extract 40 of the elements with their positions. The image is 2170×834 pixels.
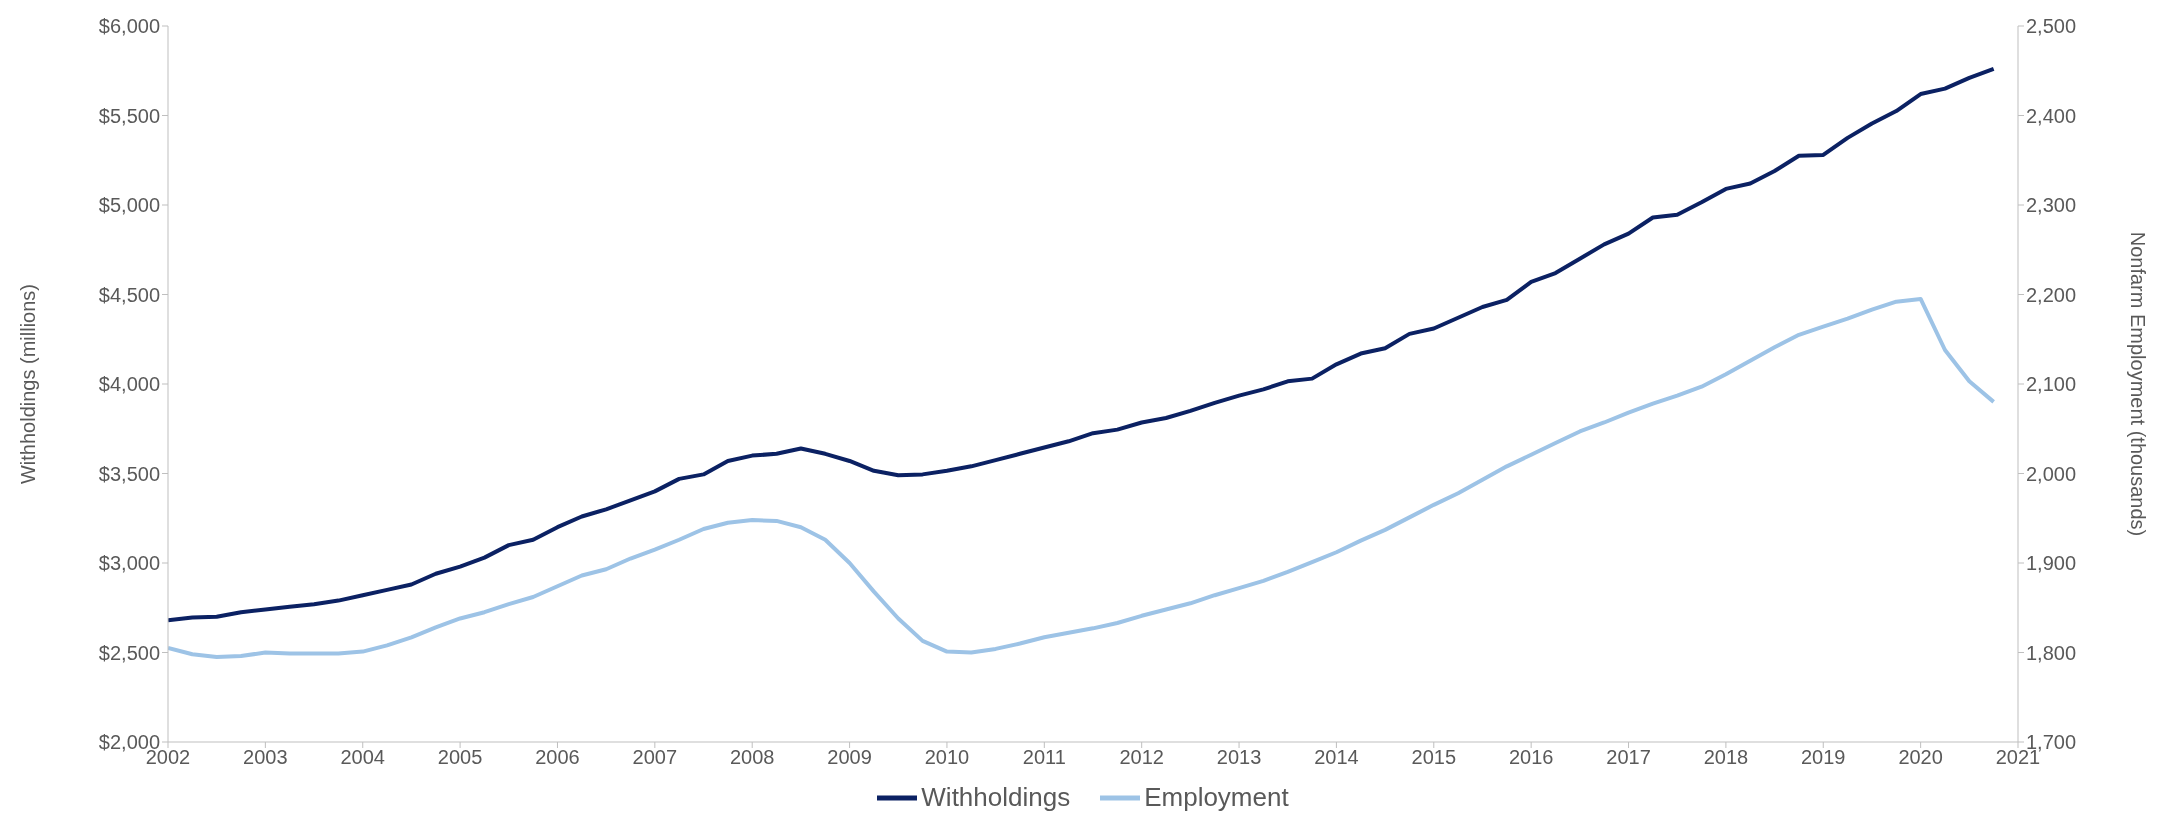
x-tick-label: 2016 — [1508, 746, 1554, 769]
x-tick-label: 2013 — [1216, 746, 1262, 769]
y-tick-label: $6,000 — [98, 15, 160, 38]
y2-axis-title: Nonfarm Employment (thousands) — [2126, 231, 2149, 537]
y2-tick-label: 2,400 — [2026, 104, 2077, 127]
x-tick-label: 2004 — [340, 746, 385, 769]
legend-label: Withholdings — [921, 782, 1071, 813]
y2-tick-label: 1,800 — [2026, 641, 2077, 664]
y-tick-label: $3,000 — [98, 552, 160, 575]
x-tick-label: 2007 — [632, 746, 678, 769]
y-tick-label: $2,500 — [98, 641, 160, 664]
x-tick-label: 2008 — [729, 746, 775, 769]
y-tick-label: $5,500 — [98, 104, 160, 127]
y-tick-label: $3,500 — [98, 462, 160, 485]
legend-label: Employment — [1144, 782, 1289, 813]
line-series — [168, 296, 1996, 659]
y-axis-title: Withholdings (millions) — [17, 283, 40, 485]
x-tick-label: 2003 — [243, 746, 288, 769]
x-tick-label: 2012 — [1119, 746, 1164, 769]
x-tick-label: 2019 — [1801, 746, 1846, 769]
x-tick-label: 2015 — [1411, 746, 1457, 769]
y2-tick-label: 2,500 — [2026, 15, 2077, 38]
y2-tick-label: 2,100 — [2026, 373, 2077, 396]
y-tick-label: $5,000 — [98, 194, 160, 217]
x-tick-label: 2011 — [1022, 746, 1066, 769]
x-tick-label: 2006 — [535, 746, 580, 769]
y2-tick-label: 2,200 — [2026, 283, 2077, 306]
x-tick-label: 2020 — [1898, 746, 1943, 769]
x-tick-label: 2005 — [437, 746, 483, 769]
x-tick-label: 2017 — [1606, 746, 1651, 769]
x-tick-label: 2014 — [1314, 746, 1359, 769]
x-tick-label: 2009 — [827, 746, 872, 769]
y2-tick-label: 2,300 — [2026, 194, 2077, 217]
y-tick-label: $4,000 — [98, 373, 160, 396]
x-tick-label: 2018 — [1703, 746, 1749, 769]
y2-tick-label: 2,000 — [2026, 462, 2077, 485]
line-series — [168, 66, 1996, 623]
x-tick-label: 2010 — [924, 746, 970, 769]
y2-tick-label: 1,900 — [2026, 552, 2077, 575]
y-tick-label: $4,500 — [98, 283, 160, 306]
